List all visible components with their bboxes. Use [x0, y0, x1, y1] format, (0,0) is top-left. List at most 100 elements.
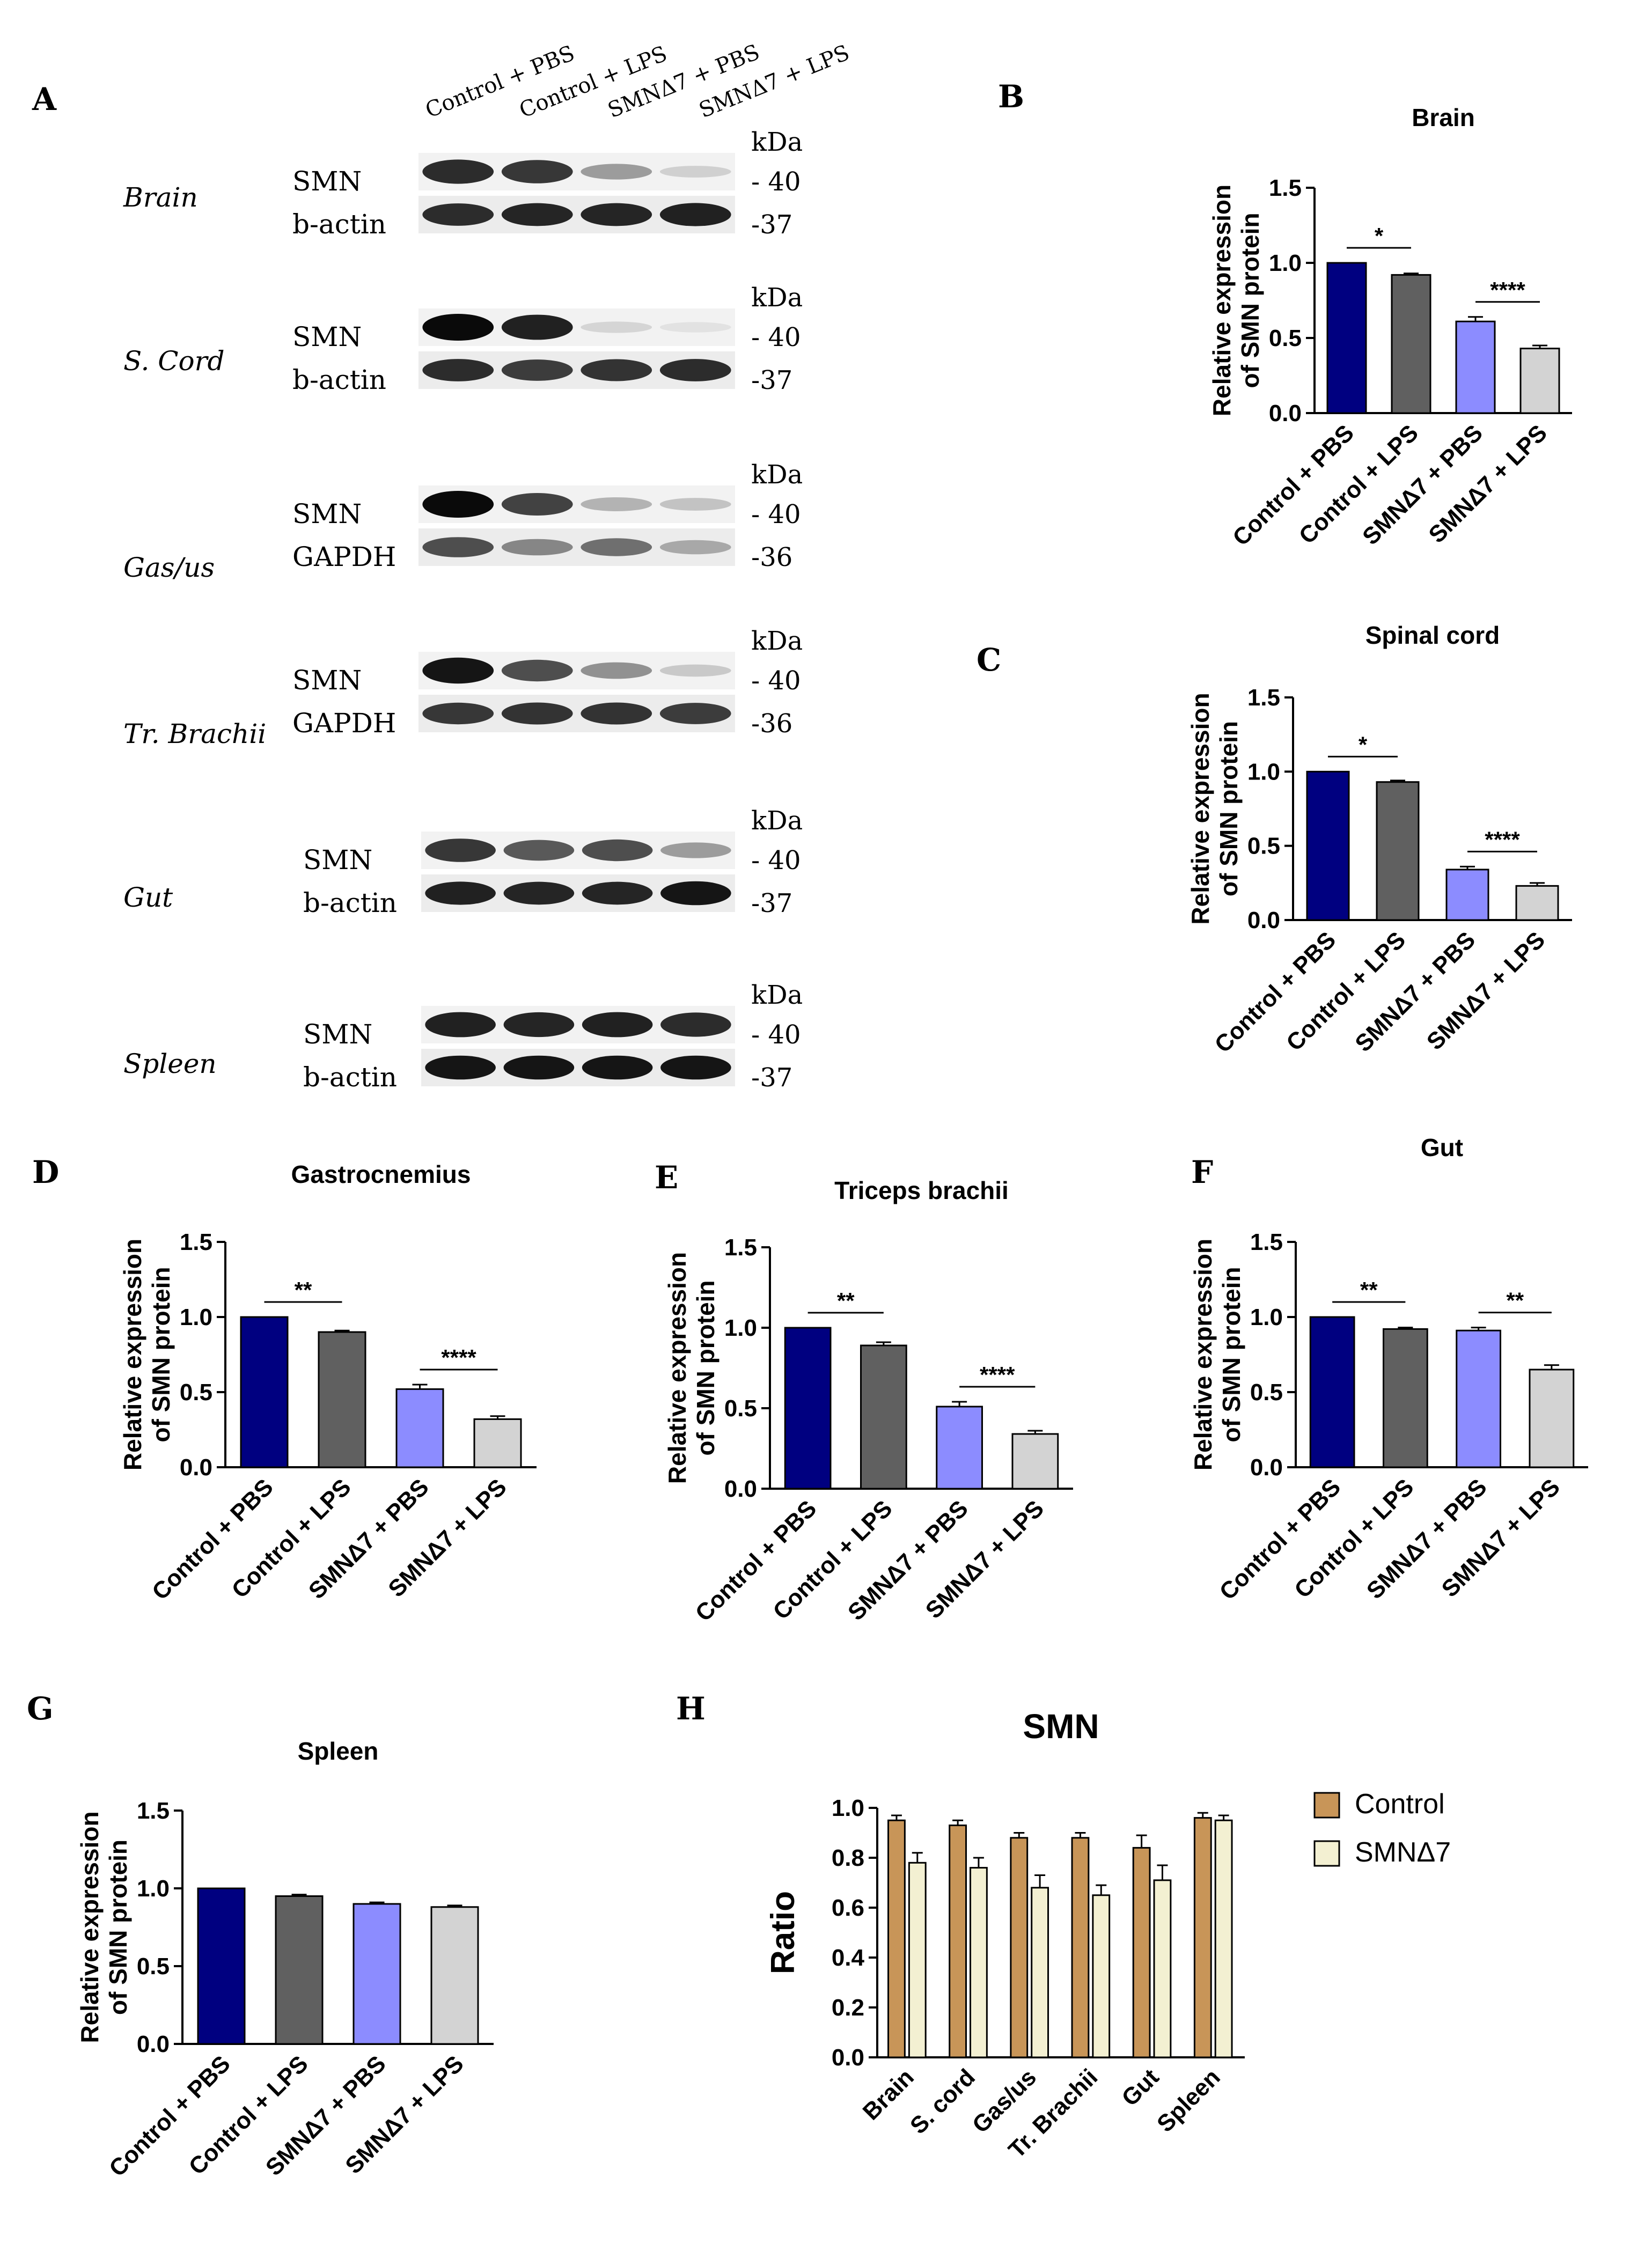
- blot-band-control: [582, 1055, 653, 1080]
- bar: [473, 1418, 522, 1468]
- blot-band-control: [501, 359, 573, 381]
- legend-label: Control: [1355, 1789, 1445, 1820]
- blot-band-control: [501, 702, 573, 725]
- y-tick-label: 1.5: [724, 1234, 757, 1261]
- panel-letter: A: [32, 81, 57, 117]
- bar: [784, 1327, 832, 1490]
- y-axis-label: Relative expressionof SMN protein: [1186, 693, 1243, 924]
- y-tick-label: 1.0: [137, 1875, 170, 1902]
- blot-bottom-protein-label: b-actin: [292, 209, 386, 240]
- y-tick-label: 1.5: [137, 1798, 170, 1824]
- blot-bottom-mw: -36: [751, 542, 792, 572]
- kda-label: kDa: [751, 460, 803, 490]
- x-tick-label: Control + PBS: [1215, 1474, 1346, 1605]
- bar: [1011, 1433, 1059, 1490]
- tissue-name: Gut: [123, 882, 173, 913]
- blot-band-control: [581, 203, 652, 226]
- blot-bottom-mw: -36: [751, 709, 792, 739]
- bar: [949, 1825, 967, 2058]
- blot-bottom-mw: -37: [751, 365, 792, 395]
- blot-bottom-protein-label: b-actin: [303, 887, 397, 918]
- blot-bottom-mw: -37: [751, 1063, 792, 1093]
- bar: [275, 1895, 324, 2045]
- blot-band-smn: [501, 659, 573, 682]
- y-tick-label: 1.5: [1269, 175, 1302, 201]
- blot-tissue: Spleen kDa SMN b-actin - 40 -37: [123, 980, 803, 1093]
- y-tick-label: 1.5: [1250, 1229, 1283, 1255]
- y-tick-label: 1.0: [832, 1795, 864, 1821]
- blot-tissue: Gas/us kDa SMN GAPDH - 40 -36: [123, 460, 803, 583]
- y-axis-label: Relative expressionof SMN protein: [663, 1252, 719, 1484]
- ylabel-line: Relative expression: [119, 1239, 146, 1470]
- blot-band-control: [422, 537, 494, 557]
- y-axis-label: Relative expressionof SMN protein: [76, 1811, 132, 2043]
- bar: [353, 1903, 401, 2045]
- blot-tissue: Brain kDa SMN b-actin - 40 -37: [123, 127, 803, 240]
- blot-band-smn: [659, 166, 731, 178]
- x-tick-label: SMNΔ7 + LPS: [1423, 420, 1552, 548]
- blot-band-smn: [581, 497, 652, 511]
- significance-label: ****: [1485, 827, 1520, 852]
- blot-bottom-mw: -37: [751, 888, 792, 918]
- y-axis-label: Relative expressionof SMN protein: [1208, 185, 1264, 416]
- blot-band-control: [659, 203, 731, 226]
- blot-bottom-protein-label: GAPDH: [292, 541, 396, 572]
- bar: [1071, 1837, 1090, 2058]
- ylabel-line: Relative expression: [1189, 1239, 1217, 1470]
- y-tick-label: 1.0: [724, 1315, 757, 1341]
- blot-bottom-protein-label: b-actin: [303, 1062, 397, 1093]
- blot-band-smn: [581, 321, 652, 333]
- blot-band-smn: [659, 498, 731, 511]
- y-tick-label: 0.0: [832, 2044, 864, 2071]
- legend-swatch: [1313, 1792, 1340, 1819]
- blot-band-smn: [501, 160, 573, 183]
- ylabel-line: of SMN protein: [147, 1267, 175, 1442]
- chart-title: Triceps brachii: [834, 1176, 1009, 1204]
- y-axis-label: Relative expressionof SMN protein: [119, 1239, 175, 1470]
- y-tick-label: 0.0: [1247, 907, 1280, 933]
- lane-label: SMNΔ7 + PBS: [605, 40, 763, 123]
- blot-band-smn: [425, 838, 496, 862]
- bar: [1214, 1819, 1233, 2058]
- blot-band-control: [659, 540, 731, 555]
- y-tick-label: 0.0: [180, 1454, 212, 1481]
- panel-letter: B: [998, 78, 1024, 115]
- y-tick-label: 0.0: [1269, 400, 1302, 426]
- y-axis-label: Ratio: [765, 1891, 802, 1974]
- panel-letter: G: [27, 1690, 54, 1727]
- ylabel-line: of SMN protein: [692, 1280, 719, 1455]
- blot-band-smn: [660, 842, 731, 858]
- x-tick-label: Control + PBS: [1210, 926, 1341, 1058]
- significance-label: **: [295, 1277, 312, 1303]
- blot-band-smn: [503, 1012, 575, 1038]
- significance-label: **: [1506, 1288, 1524, 1313]
- bar: [1092, 1894, 1111, 2058]
- blot-band-control: [422, 359, 494, 381]
- bar: [1376, 781, 1420, 921]
- y-axis-label: Relative expressionof SMN protein: [1189, 1239, 1245, 1470]
- blot-band-smn: [501, 493, 573, 516]
- kda-label: kDa: [751, 980, 803, 1010]
- bar: [318, 1331, 366, 1468]
- chart-title: Gastrocnemius: [291, 1160, 471, 1188]
- bar: [240, 1316, 289, 1468]
- blot-tissue: Tr. Brachii kDa SMN GAPDH - 40 -36: [123, 626, 803, 749]
- blot-band-control: [660, 1055, 731, 1080]
- bar: [1326, 262, 1367, 414]
- blot-band-smn: [582, 1012, 653, 1038]
- y-tick-label: 1.0: [1247, 759, 1280, 785]
- y-tick-label: 0.2: [832, 1995, 864, 2021]
- bar: [1456, 1329, 1501, 1468]
- bar: [860, 1344, 907, 1490]
- blot-bottom-mw: -37: [751, 210, 792, 240]
- y-tick-label: 1.5: [1247, 685, 1280, 711]
- y-tick-label: 0.5: [180, 1379, 212, 1406]
- blot-top-mw: - 40: [751, 322, 801, 352]
- y-tick-label: 0.0: [724, 1476, 757, 1502]
- kda-label: kDa: [751, 806, 803, 836]
- bar: [1383, 1328, 1428, 1468]
- blot-band-control: [503, 881, 575, 905]
- y-tick-label: 0.5: [137, 1953, 170, 1980]
